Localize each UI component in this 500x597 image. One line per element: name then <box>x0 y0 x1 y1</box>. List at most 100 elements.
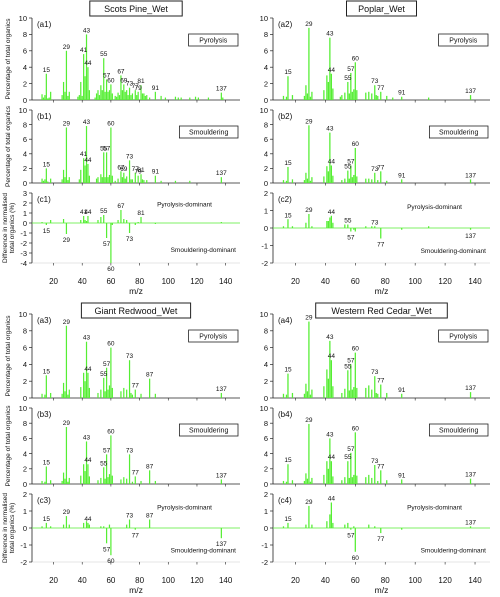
spectrum-bar <box>123 84 125 100</box>
spectrum-bar <box>351 177 353 183</box>
x-tick-label: 60 <box>351 576 360 585</box>
x-tick-label: 140 <box>219 576 233 585</box>
spectrum-bar <box>131 394 134 398</box>
peak-label: 69 <box>120 166 128 173</box>
pyrolysis-dominant-label: Pyrolysis-dominant <box>157 504 212 511</box>
spectrum-bar <box>65 516 68 528</box>
spectrum-bar <box>353 526 355 528</box>
spectrum-bar <box>371 477 373 484</box>
spectrum-bar <box>108 385 111 398</box>
spectrum-bar <box>98 95 101 100</box>
peak-label: 137 <box>465 472 476 479</box>
spectrum-bar <box>401 393 403 398</box>
y-tick-label: 4 <box>264 63 268 72</box>
spectrum-bar <box>88 175 90 183</box>
spectrum-bar <box>309 96 312 100</box>
spectrum-bar <box>380 228 382 239</box>
peak-label: 41 <box>80 47 88 54</box>
peak-label: 55 <box>344 75 352 82</box>
spectrum-bar <box>282 226 285 228</box>
spectrum-bar <box>330 461 333 484</box>
peak-label: 57 <box>103 145 111 152</box>
peak-label: 77 <box>132 166 140 173</box>
peak-label: 60 <box>352 141 360 148</box>
spectrum-bar <box>160 180 162 183</box>
spectrum-bar <box>41 178 43 183</box>
y-tick-label: 6 <box>23 47 27 56</box>
x-tick-label: 100 <box>408 576 422 585</box>
spectrum-bar <box>117 220 119 223</box>
x-tick-label: 80 <box>135 576 144 585</box>
spectrum-bar <box>65 427 68 484</box>
y-tick-label: 0 <box>23 394 27 403</box>
condition-badge <box>188 33 239 47</box>
peak-label: 29 <box>63 237 71 244</box>
spectrum-bar <box>137 91 139 100</box>
spectrum-bar <box>341 392 343 398</box>
peak-label: 15 <box>43 228 51 235</box>
spectrum-bar <box>332 88 334 100</box>
spectrum-bar <box>110 435 112 484</box>
spectrum-bar <box>104 391 106 398</box>
peak-label: 57 <box>103 546 111 553</box>
spectrum-bar <box>62 81 65 100</box>
spectrum-bar <box>368 385 370 398</box>
y-tick-label: 1 <box>23 209 27 218</box>
peak-label: 77 <box>132 469 140 476</box>
peak-label: 29 <box>305 207 313 214</box>
spectrum-bar <box>365 92 367 100</box>
spectrum-bar <box>327 81 330 100</box>
spectrum-bar <box>353 474 355 484</box>
peak-label: 137 <box>216 170 227 177</box>
peak-label: 44 <box>84 457 92 464</box>
condition-badge <box>188 329 239 343</box>
spectrum-bar <box>111 223 113 225</box>
spectrum-bar <box>305 85 307 100</box>
spectrum-bar <box>45 466 47 484</box>
spectrum-bar <box>303 480 306 484</box>
peak-label: 77 <box>377 378 385 385</box>
x-axis-title: m/z <box>129 585 143 595</box>
spectrum-bar <box>348 477 350 484</box>
spectrum-bar <box>311 177 313 183</box>
spectrum-bar <box>67 394 69 398</box>
spectrum-bar <box>308 125 310 183</box>
spectrum-bar <box>83 372 85 398</box>
spectrum-bar <box>347 170 349 183</box>
panel-id: (c4) <box>278 496 292 505</box>
spectrum-bar <box>41 222 43 223</box>
spectrum-bar <box>189 97 191 100</box>
peak-label: 137 <box>465 519 476 526</box>
spectrum-bar <box>116 96 118 100</box>
y-tick-label: 2 <box>264 189 268 198</box>
spectrum-bar <box>120 391 122 398</box>
condition-badge-label: Pyrolysis <box>199 38 228 45</box>
spectrum-bar <box>107 177 109 183</box>
spectrum-bar <box>101 90 103 100</box>
spectrum-bar <box>134 223 136 225</box>
peak-label: 60 <box>107 341 115 348</box>
peak-label: 57 <box>347 158 355 165</box>
y-tick-label: 0 <box>264 224 268 233</box>
chart-title-box <box>315 302 448 319</box>
spectrum-bar <box>108 524 111 528</box>
spectrum-bar <box>85 441 88 484</box>
peak-label: 15 <box>43 368 51 375</box>
peak-label: 15 <box>284 69 292 76</box>
spectrum-bar <box>45 168 47 183</box>
panel-id: (b2) <box>278 112 293 121</box>
spectrum-bar <box>350 72 352 100</box>
x-axis-title: m/z <box>129 286 143 296</box>
x-tick-label: 20 <box>49 277 58 286</box>
peak-label: 29 <box>305 315 313 322</box>
y-tick-label: 8 <box>23 419 27 428</box>
peak-label: 44 <box>328 353 336 360</box>
condition-badge-label: Smouldering <box>439 130 478 137</box>
spectrum-bar <box>287 166 289 183</box>
spectrum-bar <box>126 220 128 223</box>
chart-title: Western Red Cedar_Wet <box>331 306 432 316</box>
spectrum-bar <box>128 454 131 484</box>
spectrum-bar <box>123 387 125 398</box>
y-tick-label: 10 <box>19 404 27 413</box>
